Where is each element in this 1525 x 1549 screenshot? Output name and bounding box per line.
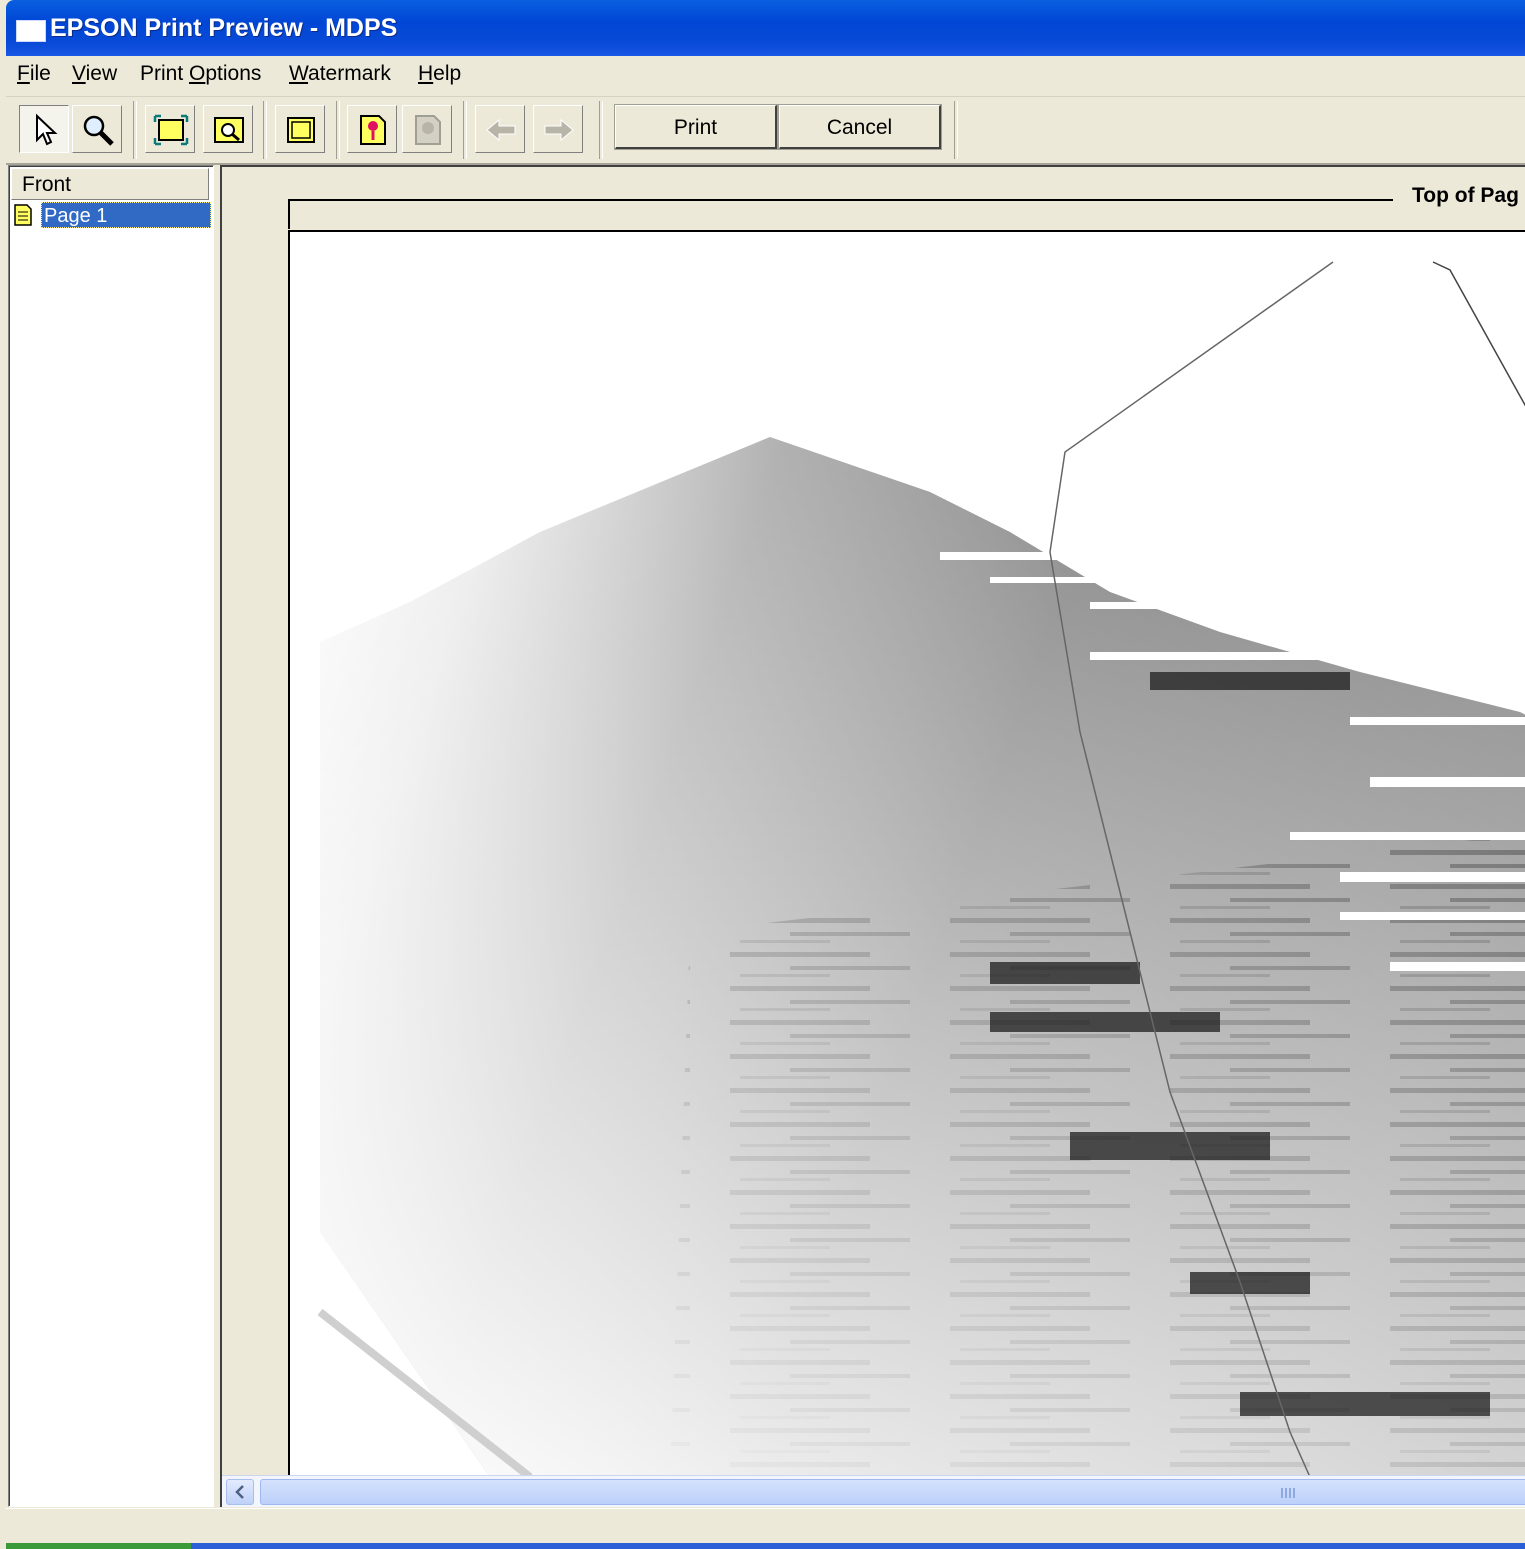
magnifier-icon bbox=[83, 115, 114, 146]
app-icon bbox=[16, 20, 46, 42]
arrow-pointer-icon bbox=[36, 113, 58, 146]
window-title: EPSON Print Preview - MDPS bbox=[50, 14, 398, 42]
status-bar bbox=[6, 1508, 1525, 1544]
tree-header-front: Front bbox=[11, 168, 209, 200]
page-icon bbox=[14, 204, 32, 226]
menu-print-options[interactable]: Print Options bbox=[140, 62, 262, 85]
zoom-tool-button[interactable] bbox=[72, 105, 122, 153]
zoom-page-icon bbox=[214, 117, 244, 143]
next-page-button[interactable] bbox=[533, 105, 583, 153]
watermark-add-icon bbox=[360, 115, 386, 145]
select-tool-button[interactable] bbox=[19, 105, 69, 153]
page-outline-icon bbox=[287, 117, 315, 143]
menu-help[interactable]: Help bbox=[418, 62, 462, 85]
title-bar: EPSON Print Preview - MDPS bbox=[6, 0, 1525, 56]
prev-page-icon bbox=[486, 118, 516, 142]
page-tree: Front Page 1 bbox=[8, 165, 214, 1507]
chevron-left-icon bbox=[235, 1485, 244, 1499]
scroll-grip bbox=[1281, 1488, 1295, 1498]
menu-watermark[interactable]: Watermark bbox=[289, 62, 391, 85]
tree-item-page-1[interactable]: Page 1 bbox=[13, 202, 211, 228]
menu-bar: File View Print Options Watermark Help bbox=[6, 56, 1525, 97]
scroll-thumb[interactable] bbox=[260, 1479, 1525, 1505]
cancel-button[interactable]: Cancel bbox=[778, 104, 942, 150]
fit-page-button[interactable] bbox=[145, 105, 195, 153]
scroll-left-button[interactable] bbox=[226, 1479, 254, 1505]
watermark-edit-button[interactable] bbox=[402, 105, 452, 153]
page-outline-button[interactable] bbox=[275, 105, 325, 153]
next-page-icon bbox=[544, 118, 574, 142]
watermark-add-button[interactable] bbox=[347, 105, 397, 153]
print-button[interactable]: Print bbox=[614, 104, 778, 150]
fit-page-icon bbox=[153, 114, 189, 146]
zoom-page-button[interactable] bbox=[203, 105, 253, 153]
top-of-page-label: Top of Pag bbox=[1412, 184, 1519, 207]
menu-view[interactable]: View bbox=[72, 62, 118, 85]
taskbar-edge bbox=[6, 1543, 1525, 1549]
menu-file[interactable]: File bbox=[17, 62, 51, 85]
horizontal-scrollbar[interactable] bbox=[222, 1475, 1525, 1507]
tree-item-label: Page 1 bbox=[41, 202, 211, 228]
preview-image bbox=[317, 261, 1525, 1477]
prev-page-button[interactable] bbox=[475, 105, 525, 153]
preview-area[interactable]: Top of Pag bbox=[220, 165, 1525, 1507]
watermark-edit-icon bbox=[415, 115, 441, 145]
top-of-page-line bbox=[288, 199, 1393, 201]
preview-page bbox=[288, 230, 1525, 1477]
toolbar: Print Cancel bbox=[6, 97, 1525, 165]
